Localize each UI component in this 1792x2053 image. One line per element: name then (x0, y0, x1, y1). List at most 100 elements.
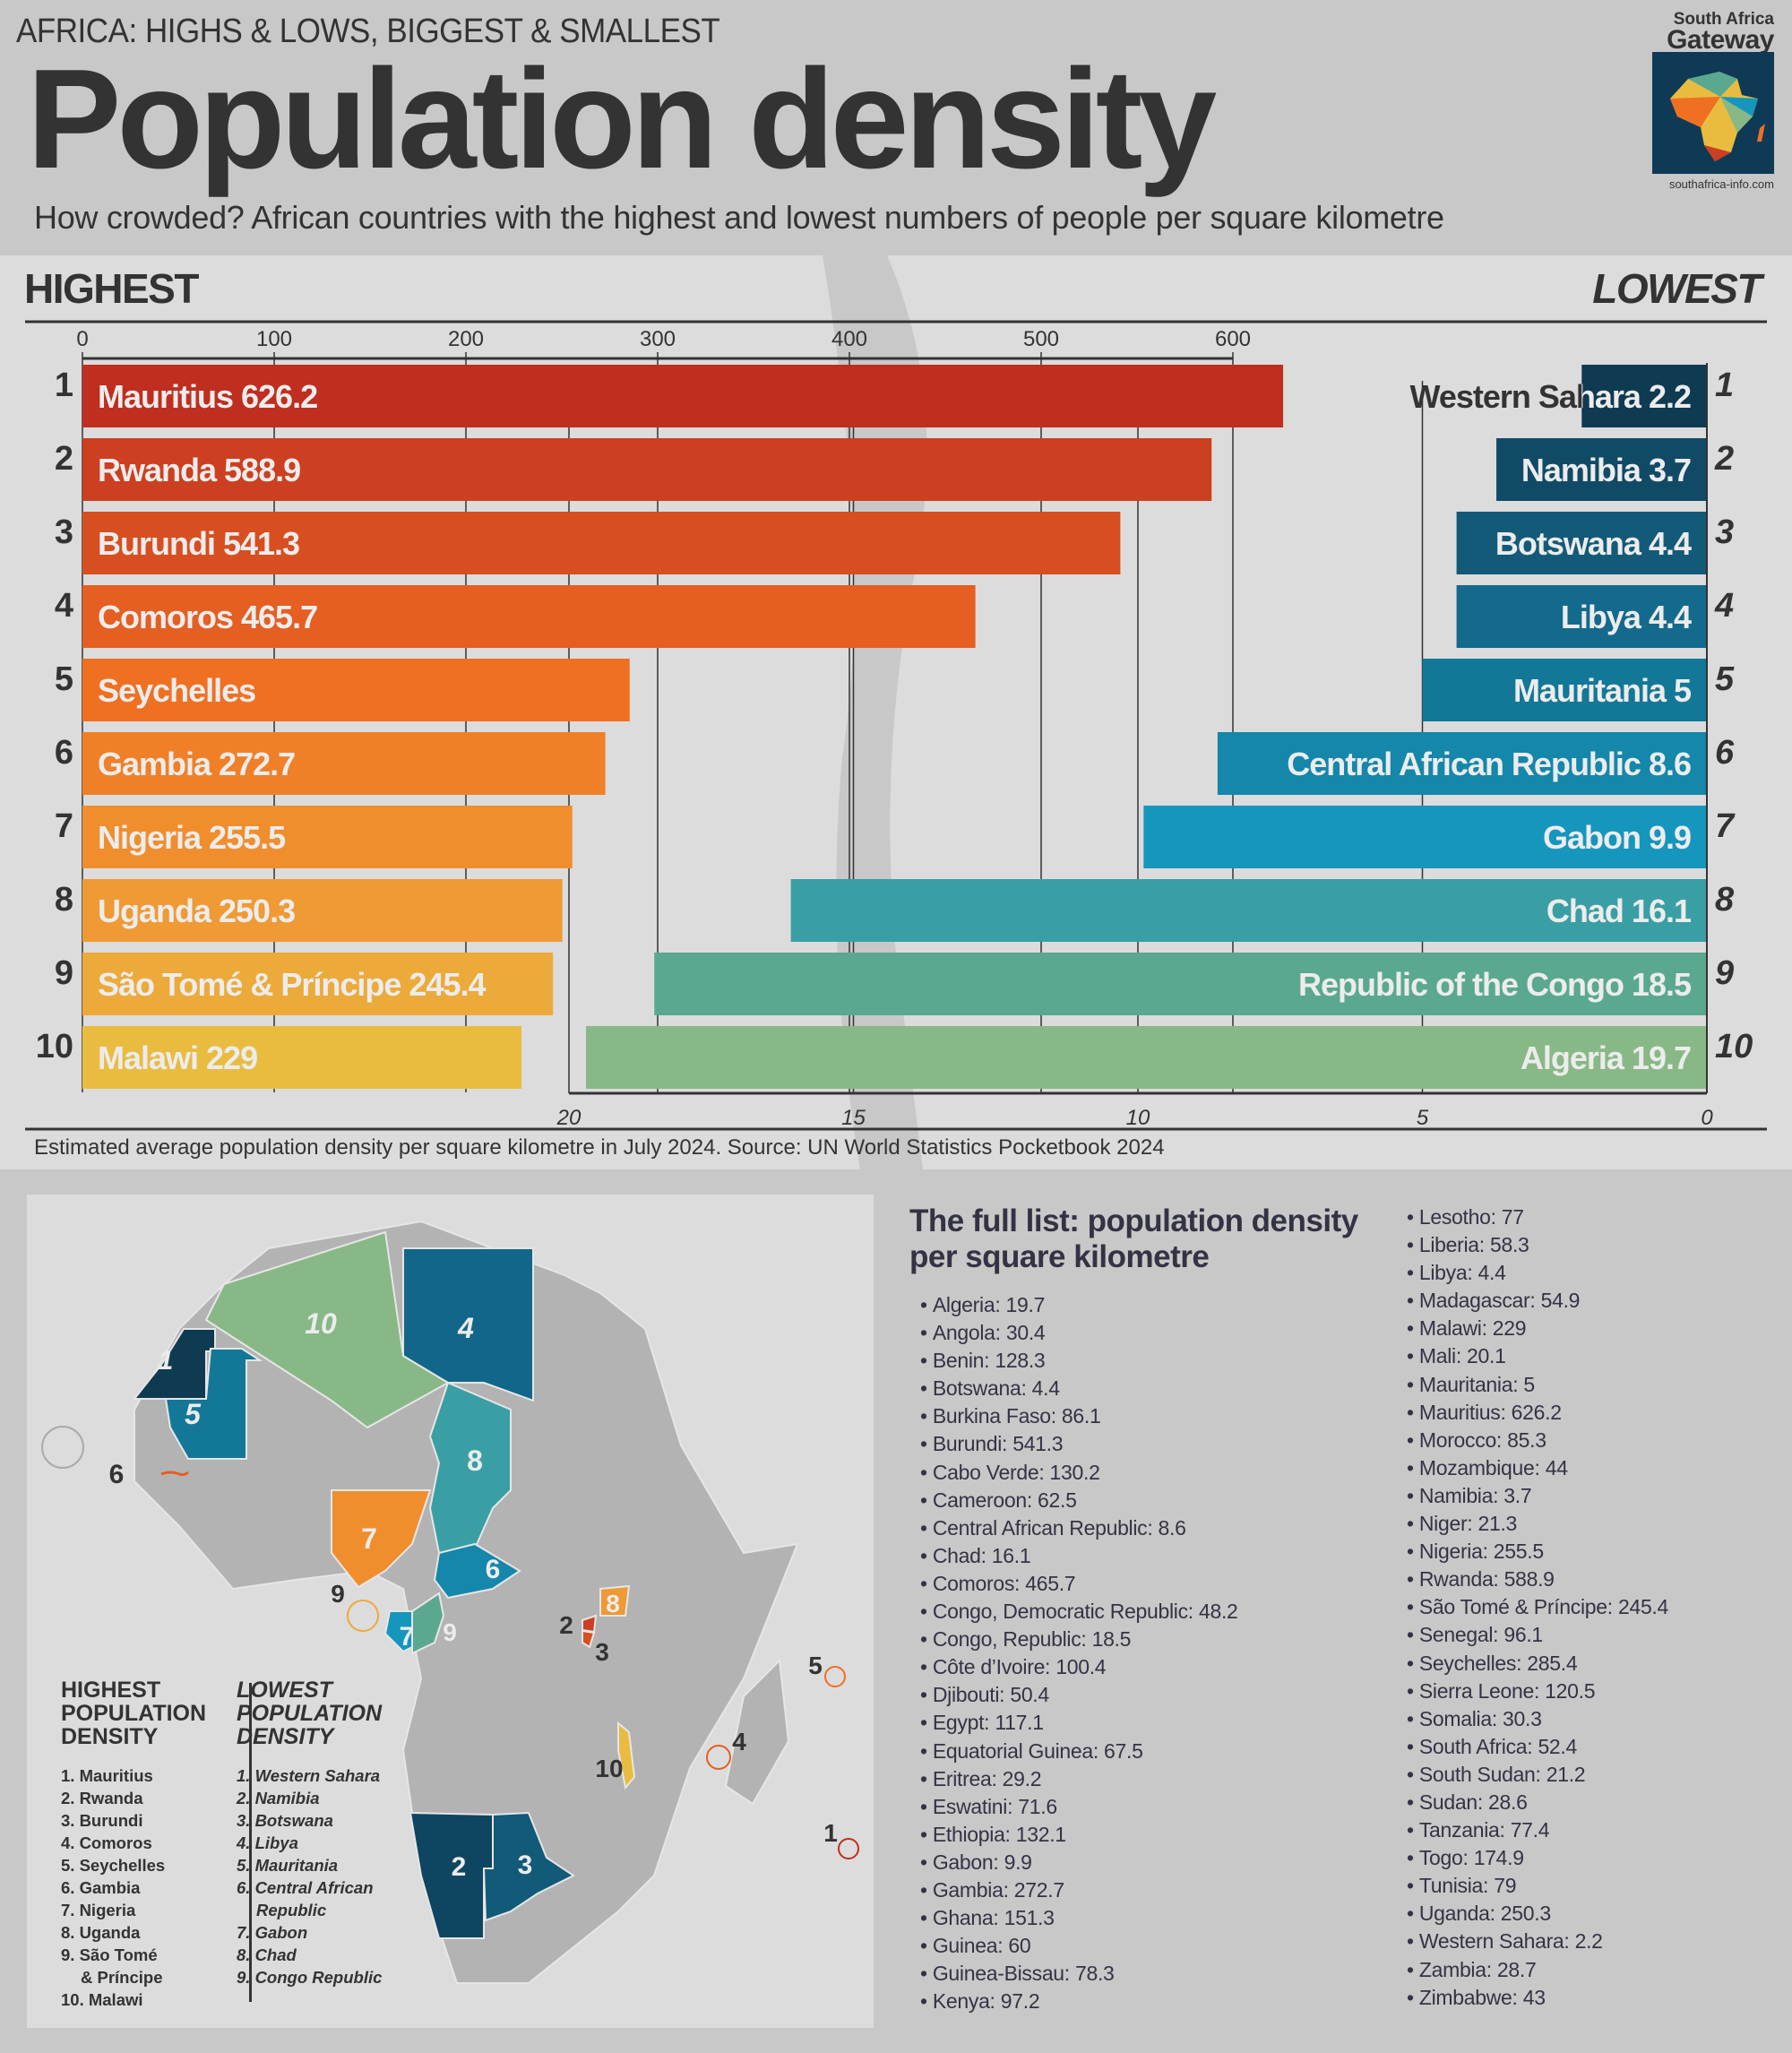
region-malawi (617, 1721, 636, 1790)
list-item: Congo, Republic: 18.5 (920, 1626, 1238, 1653)
logo-url: southafrica-info.com (1668, 177, 1774, 191)
list-item: Comoros: 465.7 (920, 1570, 1238, 1598)
highest-tick-label: 400 (831, 327, 867, 351)
cabo-verde-marker (41, 1426, 84, 1469)
legend-item: 5. Mauritania (237, 1856, 339, 1875)
legend-heading-line: DENSITY (61, 1724, 159, 1749)
region-congo (411, 1592, 445, 1655)
map-label-gabon: 7 (400, 1622, 415, 1652)
lowest-rank: 8 (1715, 881, 1735, 919)
lowest-bar-label: Republic of the Congo 18.5 (1298, 966, 1692, 1003)
map-label-comoros: 4 (732, 1728, 746, 1755)
map-label-western-sahara: 1 (159, 1346, 174, 1376)
highest-bar-label: Malawi 229 (98, 1039, 257, 1076)
legend-item: 3. Botswana (237, 1811, 333, 1830)
list-item: Benin: 128.3 (920, 1347, 1238, 1375)
map-label-botswana: 3 (518, 1850, 533, 1880)
list-item: Botswana: 4.4 (920, 1375, 1238, 1402)
legend-item: & Príncipe (81, 1968, 163, 1987)
lowest-bar (654, 953, 1707, 1015)
list-item: Burkina Faso: 86.1 (920, 1402, 1238, 1430)
map-label-algeria: 10 (305, 1307, 337, 1340)
list-item: Uganda: 250.3 (1407, 1900, 1668, 1928)
highest-rank: 9 (55, 954, 73, 992)
list-item: Djibouti: 50.4 (920, 1681, 1238, 1709)
list-item: Libya: 4.4 (1407, 1259, 1668, 1287)
list-item: Kenya: 97.2 (920, 1988, 1238, 2015)
list-item: Western Sahara: 2.2 (1407, 1928, 1668, 1955)
list-item: Senegal: 96.1 (1407, 1621, 1668, 1649)
legend-lowest: LOWEST POPULATION DENSITY 1. Western Sahar… (237, 1678, 382, 1988)
list-item: Mauritania: 5 (1407, 1371, 1668, 1399)
highest-bar (82, 585, 976, 648)
list-item: Côte d’Ivoire: 100.4 (920, 1653, 1238, 1681)
list-item: South Sudan: 21.2 (1407, 1761, 1668, 1789)
map-label-mauritania: 5 (185, 1398, 202, 1430)
lowest-tick-label: 10 (1126, 1106, 1150, 1130)
highest-bar (82, 806, 573, 868)
region-libya (402, 1247, 534, 1402)
list-item: São Tomé & Príncipe: 245.4 (1407, 1593, 1668, 1621)
full-list-title: The full list: population density per sq… (909, 1203, 1358, 1274)
list-item: Somalia: 30.3 (1407, 1705, 1668, 1733)
lowest-bar-label: Central African Republic 8.6 (1287, 746, 1691, 782)
list-item: Mali: 20.1 (1407, 1342, 1668, 1370)
map-label-gambia: 6 (109, 1460, 125, 1489)
lowest-bar (1581, 365, 1707, 427)
lowest-bar-label: Chad 16.1 (1546, 893, 1692, 929)
highest-tick-label: 500 (1023, 327, 1059, 351)
highest-bar-label: Gambia 272.7 (98, 746, 295, 782)
lowest-bar-label-overlay: Western Sahara 2.2 (1409, 378, 1691, 415)
highest-rank: 1 (55, 367, 73, 404)
legend-item: 7. Gabon (237, 1923, 308, 1942)
lowest-rank: 10 (1715, 1028, 1753, 1065)
highest-tick-label: 300 (640, 327, 676, 351)
chart-panel: HIGHEST LOWEST 0 100 200 300 400 500 600 20 15 10 5 0… (0, 255, 1792, 1169)
list-item: Namibia: 3.7 (1407, 1482, 1668, 1510)
list-item: Cabo Verde: 130.2 (920, 1459, 1238, 1487)
highest-bar (82, 659, 630, 721)
list-item: Eswatini: 71.6 (920, 1793, 1238, 1821)
lowest-bar-label: Mauritania 5 (1513, 672, 1692, 709)
highest-tick-label: 600 (1215, 327, 1251, 351)
region-algeria (204, 1230, 450, 1429)
map-panel: 1 5 10 4 8 7 6 7 9 8 2 3 6 9 2 3 10 5 4 1 HIGHEST POPULATION… (27, 1195, 874, 2028)
list-item: Equatorial Guinea: 67.5 (920, 1738, 1238, 1765)
lowest-bar (586, 1026, 1707, 1089)
logo-line2: Gateway (1667, 25, 1774, 55)
lowest-bar (790, 879, 1707, 942)
legend-item: 5. Seychelles (61, 1856, 166, 1875)
map-label-malawi: 10 (595, 1755, 623, 1782)
lowest-tick-label: 0 (1701, 1106, 1713, 1130)
list-item: Guinea: 60 (920, 1932, 1238, 1960)
legend-item: 1. Mauritius (61, 1766, 153, 1785)
map-label-car: 6 (486, 1555, 501, 1584)
lowest-tick-label: 20 (556, 1106, 582, 1130)
lowest-bar-label: Algeria 19.7 (1521, 1039, 1691, 1076)
highest-bar-label: Mauritius 626.2 (98, 378, 317, 415)
chart-footnote: Estimated average population density per… (34, 1135, 1165, 1160)
map-label-mauritius: 1 (823, 1819, 838, 1847)
legend-item: 3. Burundi (61, 1811, 143, 1830)
africa-map-logo-icon (1652, 52, 1774, 174)
list-item: Mauritius: 626.2 (1407, 1399, 1668, 1427)
list-item: Chad: 16.1 (920, 1542, 1238, 1570)
highest-bar-label: Uganda 250.3 (98, 893, 295, 929)
lowest-rank: 1 (1715, 367, 1734, 404)
highest-bar (82, 953, 554, 1015)
header: AFRICA: HIGHS & LOWS, BIGGEST & SMALLEST… (0, 0, 1792, 255)
list-item: Mozambique: 44 (1407, 1454, 1668, 1482)
list-item: Morocco: 85.3 (1407, 1427, 1668, 1454)
legend-item: 1. Western Sahara (237, 1766, 381, 1785)
region-nigeria (331, 1489, 432, 1589)
lowest-bar (1456, 585, 1707, 648)
lowest-bar (1217, 732, 1707, 795)
lowest-tick-label: 5 (1417, 1106, 1429, 1130)
highest-bar-label: Comoros 465.7 (98, 599, 317, 635)
lowest-bar (1422, 659, 1707, 721)
africa-landmass (134, 1220, 799, 1984)
list-item: Gambia: 272.7 (920, 1876, 1238, 1904)
list-item: Lesotho: 77 (1407, 1203, 1668, 1231)
highest-bar (82, 512, 1121, 574)
